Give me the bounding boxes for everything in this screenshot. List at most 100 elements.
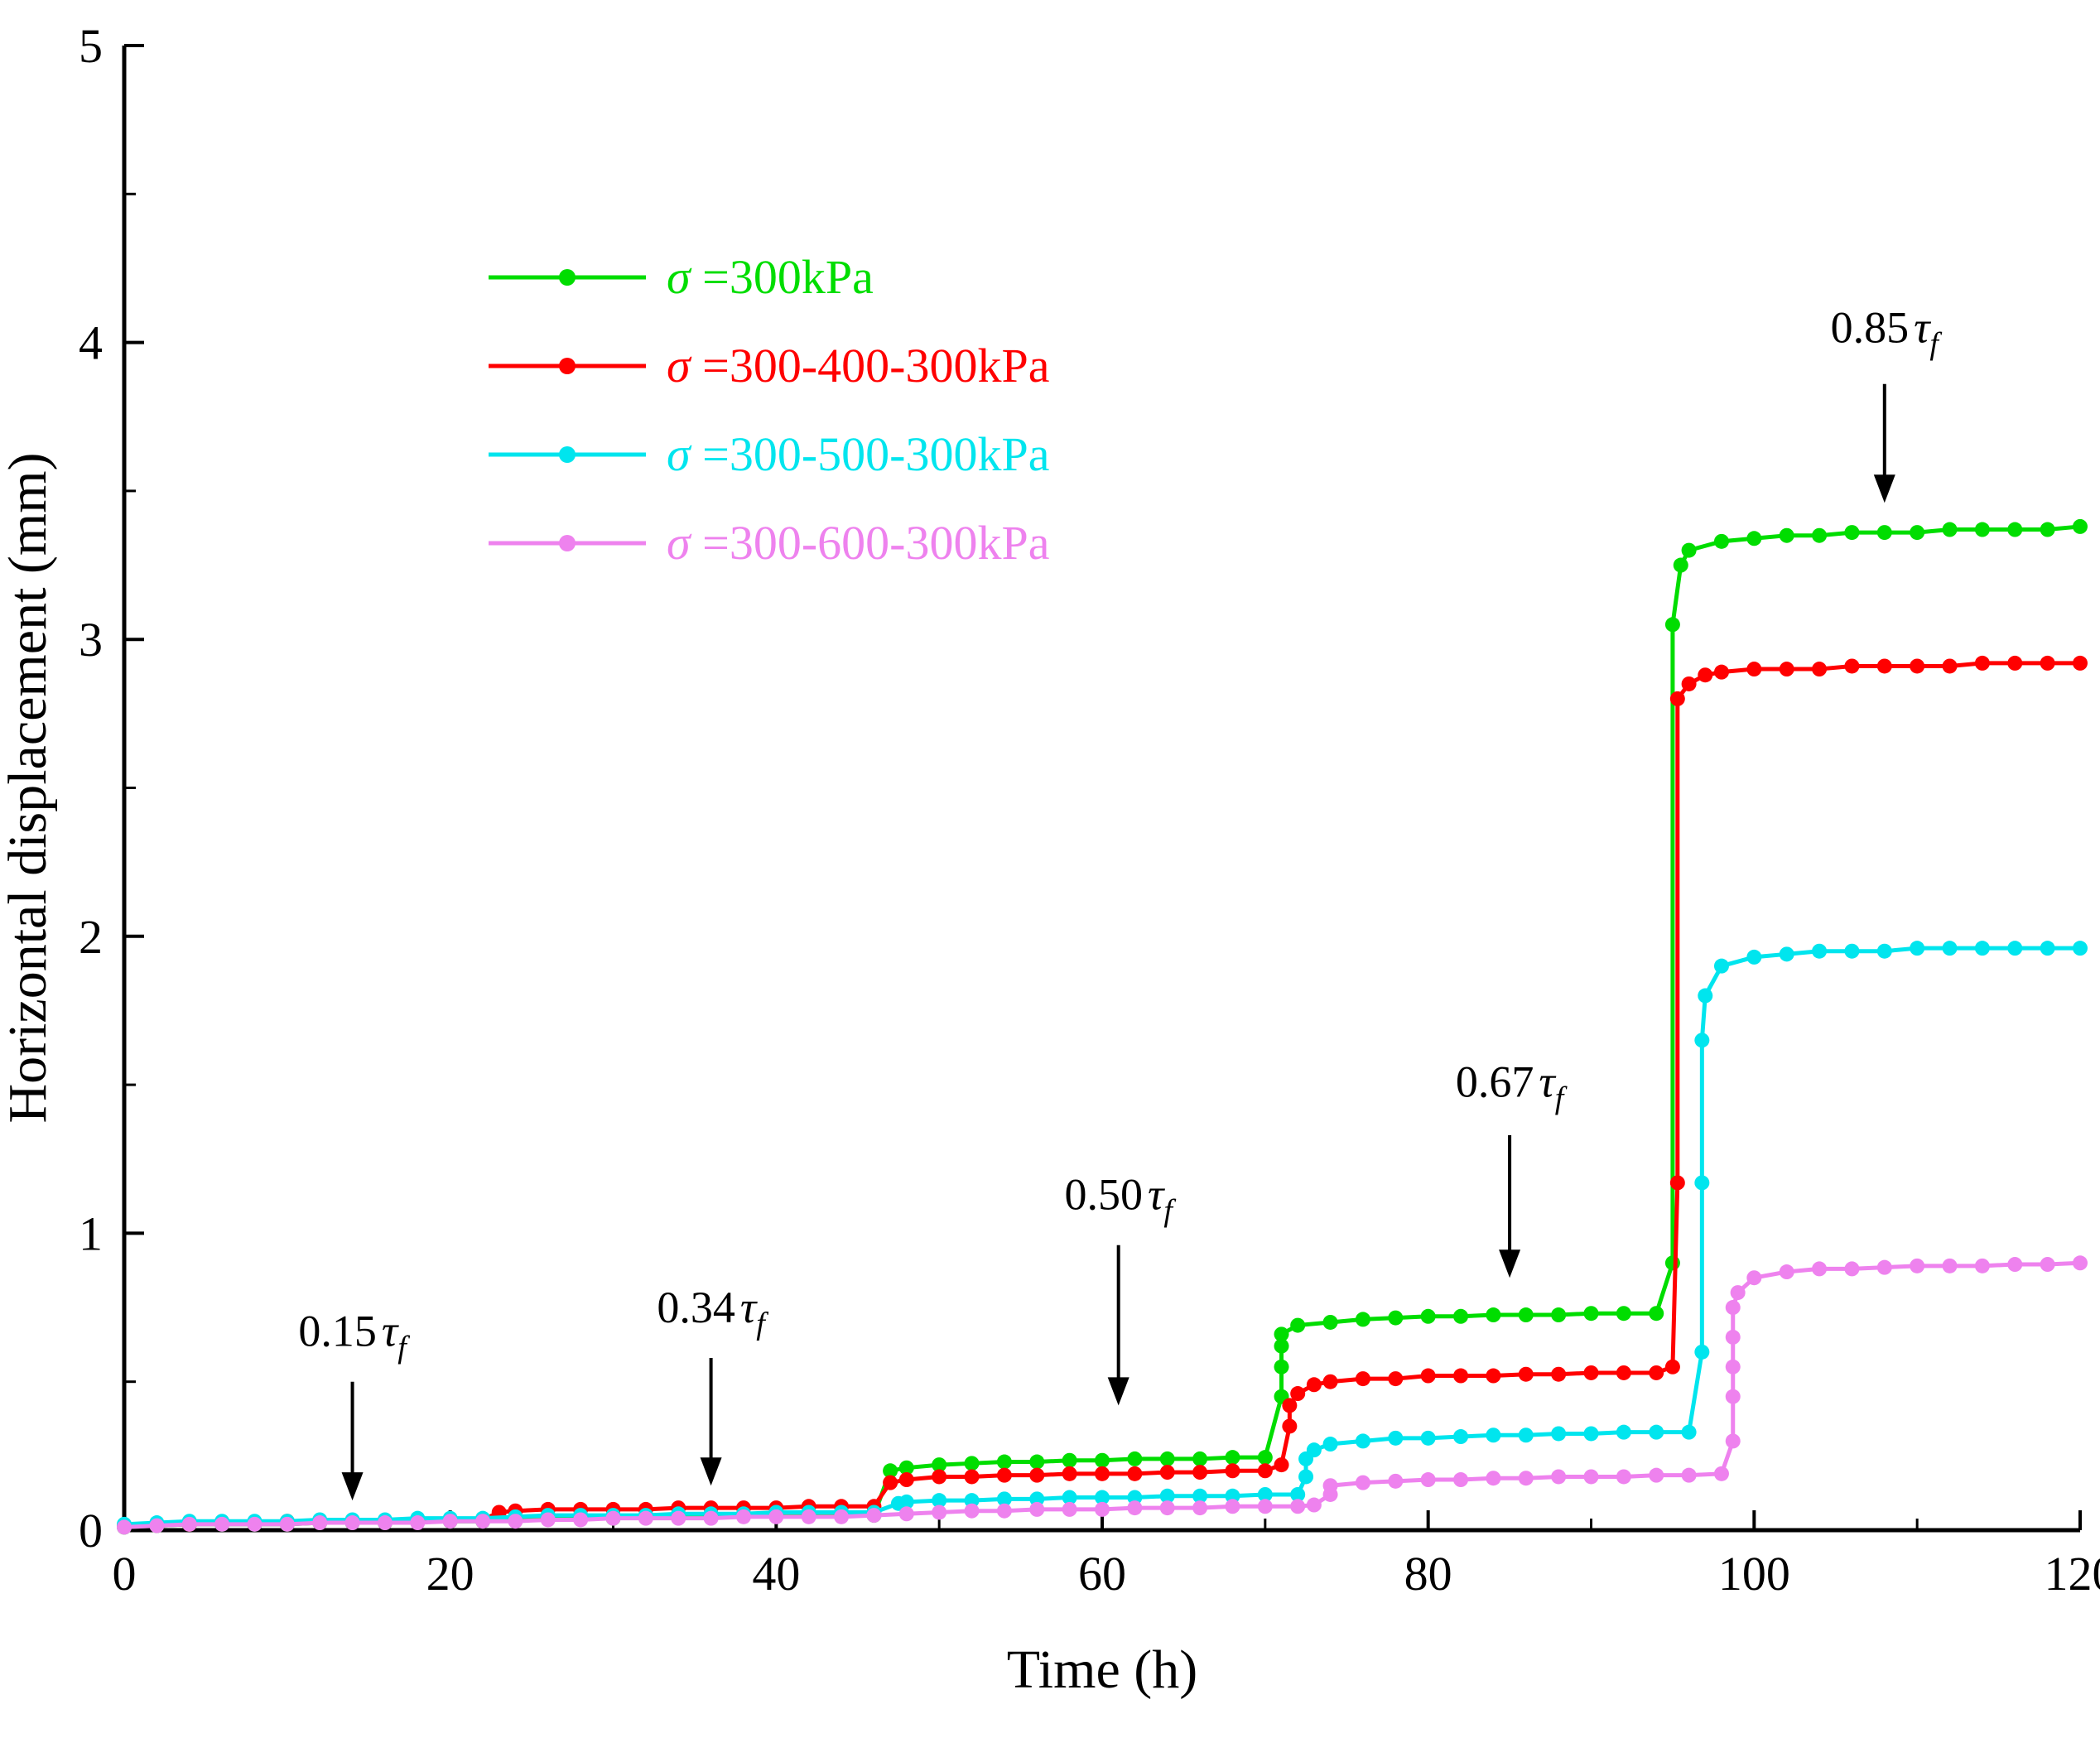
data-point-marker	[2073, 518, 2088, 534]
data-point-marker	[1298, 1469, 1314, 1485]
data-point-marker	[1257, 1450, 1273, 1466]
data-point-marker	[898, 1506, 914, 1522]
data-point-marker	[1812, 1261, 1828, 1277]
data-point-marker	[1192, 1465, 1208, 1480]
y-tick-label: 1	[79, 1206, 103, 1260]
y-tick-label: 5	[79, 19, 103, 73]
data-point-marker	[1779, 527, 1794, 543]
annotation-label: 0.34 τf	[657, 1283, 768, 1341]
legend-label: σ =300-400-300kPa	[667, 339, 1049, 392]
data-point-marker	[1681, 1467, 1697, 1483]
data-point-marker	[1290, 1386, 1306, 1402]
data-point-marker	[247, 1516, 262, 1532]
y-tick-label: 3	[79, 613, 103, 667]
data-point-marker	[1453, 1368, 1469, 1384]
data-point-marker	[1910, 941, 1925, 956]
data-point-marker	[996, 1467, 1012, 1483]
data-point-marker	[1746, 662, 1762, 677]
data-point-marker	[2007, 522, 2023, 537]
data-point-marker	[1713, 958, 1729, 974]
series-line	[123, 524, 2081, 1529]
data-point-marker	[1551, 1366, 1567, 1382]
data-point-marker	[1583, 1469, 1599, 1485]
data-point-marker	[508, 1514, 523, 1529]
data-point-marker	[1062, 1501, 1077, 1517]
data-point-marker	[1257, 1463, 1273, 1479]
axes-frame	[122, 46, 2080, 1533]
data-point-marker	[1583, 1306, 1599, 1322]
data-point-marker	[932, 1493, 947, 1509]
legend-marker	[559, 358, 576, 374]
data-point-marker	[1029, 1467, 1045, 1483]
data-point-marker	[1664, 617, 1680, 633]
data-point-marker	[1388, 1473, 1404, 1489]
data-point-marker	[1453, 1429, 1469, 1445]
legend-marker	[559, 535, 576, 551]
annotation-label: 0.50 τf	[1064, 1170, 1176, 1229]
data-point-marker	[1713, 664, 1729, 680]
data-point-marker	[1159, 1488, 1175, 1504]
data-point-marker	[1583, 1365, 1599, 1380]
data-point-marker	[1274, 1457, 1289, 1473]
data-point-marker	[1322, 1437, 1338, 1452]
data-point-marker	[2007, 941, 2023, 956]
data-point-marker	[964, 1503, 980, 1519]
y-axis-title: Horizontal displacement (mm)	[0, 452, 58, 1123]
data-point-marker	[964, 1469, 980, 1485]
data-point-marker	[1355, 1371, 1370, 1387]
data-point-marker	[1274, 1326, 1289, 1342]
legend-item-2: σ =300-500-300kPa	[489, 427, 1049, 481]
data-point-marker	[1282, 1398, 1298, 1413]
data-point-marker	[1812, 943, 1828, 959]
data-point-marker	[1306, 1442, 1322, 1458]
data-point-marker	[996, 1503, 1012, 1519]
data-point-marker	[1649, 1467, 1664, 1483]
data-point-marker	[1095, 1501, 1110, 1517]
data-point-marker	[1910, 525, 1925, 541]
data-point-marker	[1664, 1255, 1680, 1271]
data-point-marker	[1974, 1258, 1990, 1273]
data-point-marker	[932, 1457, 947, 1473]
data-point-marker	[1355, 1312, 1370, 1327]
x-axis-title: Time (h)	[1007, 1639, 1197, 1700]
data-point-marker	[671, 1510, 686, 1526]
data-point-marker	[1518, 1471, 1534, 1486]
data-point-marker	[1669, 691, 1685, 706]
data-point-marker	[1290, 1486, 1306, 1502]
data-point-marker	[1779, 1264, 1794, 1280]
data-point-marker	[1876, 1259, 1892, 1275]
data-point-marker	[1616, 1469, 1631, 1485]
data-point-marker	[1698, 667, 1713, 683]
data-point-marker	[540, 1512, 556, 1528]
data-point-marker	[1486, 1471, 1501, 1486]
data-point-marker	[1725, 1433, 1741, 1449]
data-point-marker	[1095, 1466, 1110, 1481]
data-point-marker	[1974, 522, 1990, 537]
data-point-marker	[117, 1519, 132, 1535]
data-point-marker	[2007, 1257, 2023, 1273]
data-point-marker	[2040, 655, 2055, 671]
data-point-marker	[1127, 1490, 1143, 1505]
data-point-marker	[834, 1509, 850, 1524]
data-point-marker	[605, 1510, 621, 1526]
data-point-marker	[1062, 1490, 1077, 1505]
data-point-marker	[1062, 1452, 1077, 1468]
x-tick-label: 40	[752, 1547, 800, 1601]
series-line	[123, 661, 2080, 1529]
y-tick-label: 4	[79, 316, 103, 370]
x-tick-label: 120	[2045, 1547, 2100, 1601]
series-3	[117, 1255, 2088, 1535]
data-point-marker	[1713, 1466, 1729, 1481]
data-point-marker	[638, 1510, 653, 1526]
data-point-marker	[1730, 1285, 1746, 1301]
data-point-marker	[1257, 1499, 1273, 1514]
data-point-marker	[1388, 1371, 1404, 1387]
data-point-marker	[1355, 1475, 1370, 1490]
annotation-3: 0.67 τf	[1456, 1057, 1568, 1278]
annotation-label: 0.85 τf	[1831, 303, 1943, 362]
x-tick-label: 80	[1404, 1547, 1452, 1601]
data-point-marker	[1844, 1261, 1860, 1277]
data-point-marker	[1159, 1451, 1175, 1466]
data-point-marker	[1942, 941, 1958, 956]
data-point-marker	[735, 1509, 751, 1524]
